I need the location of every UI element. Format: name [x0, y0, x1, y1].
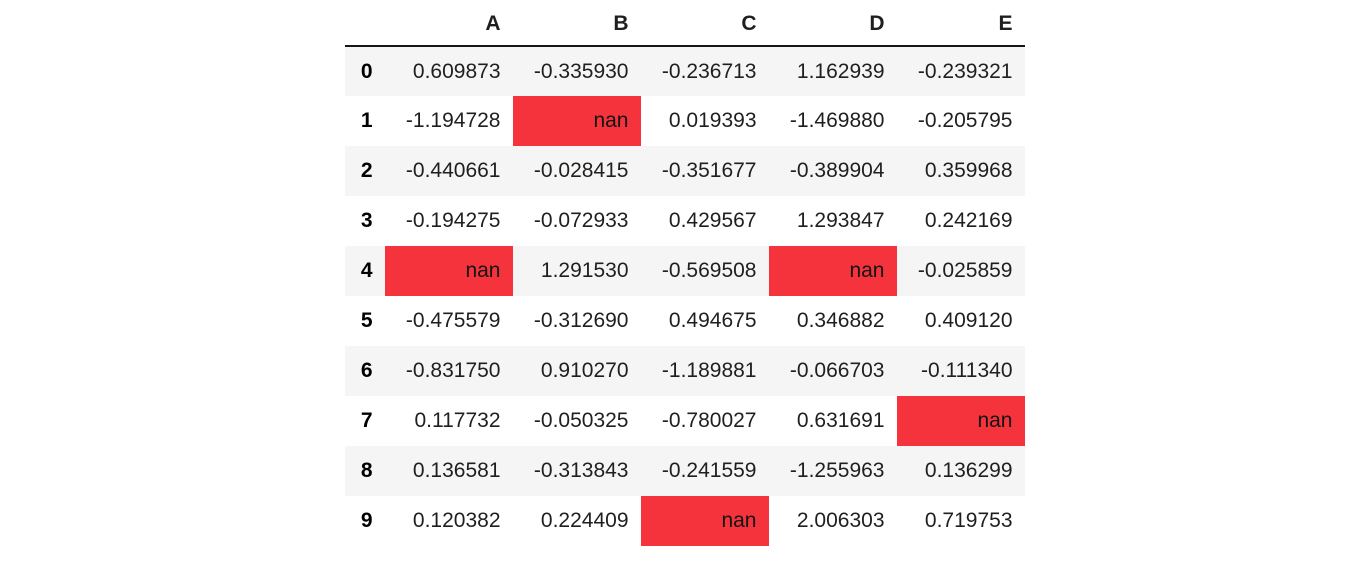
cell-A1: -1.194728 [405, 109, 501, 132]
cell-B8: -0.313843 [533, 459, 629, 482]
cell-A2: -0.440661 [405, 159, 501, 182]
column-header-B: B [512, 6, 641, 47]
cell-D0: 1.162939 [796, 59, 885, 83]
cell-D8: -1.255963 [789, 459, 885, 482]
cell-C5: 0.494675 [668, 309, 757, 332]
cell-C1: 0.019393 [668, 109, 757, 132]
cell-C7: -0.780027 [661, 409, 757, 432]
dataframe-table: A B C D E 0 0.609873 -0.335930 -0.236713 1.1… [344, 6, 1025, 546]
cell-E0: -0.239321 [917, 59, 1013, 83]
row-index-9: 9 [360, 509, 373, 532]
row-index-5: 5 [360, 309, 373, 332]
cell-D5: 0.346882 [796, 309, 885, 332]
cell-E8: 0.136299 [924, 459, 1013, 482]
table-row: 3 -0.194275 -0.072933 0.429567 1.293847 0.242… [345, 196, 1025, 246]
row-index-4: 4 [360, 259, 373, 282]
cell-B9: 0.224409 [540, 509, 629, 532]
row-index-3: 3 [360, 209, 373, 232]
cell-E9: 0.719753 [924, 509, 1013, 532]
cell-B6: 0.910270 [540, 359, 629, 382]
column-header-E: E [896, 6, 1025, 47]
cell-A0: 0.609873 [412, 59, 501, 83]
cell-A3: -0.194275 [405, 209, 501, 232]
cell-B5: -0.312690 [533, 309, 629, 332]
cell-A5: -0.475579 [405, 309, 501, 332]
table-body: 0 0.609873 -0.335930 -0.236713 1.162939 -0.23… [344, 46, 1025, 546]
cell-B4: 1.291530 [540, 259, 629, 282]
cell-E7: nan [896, 396, 1025, 446]
cell-C2: -0.351677 [661, 159, 757, 182]
cell-B7: -0.050325 [533, 409, 629, 432]
cell-A6: -0.831750 [405, 359, 501, 382]
cell-E2: 0.359968 [924, 159, 1013, 182]
table-row: 4 nan 1.291530 -0.569508 nan -0.025859 [344, 246, 1025, 296]
cell-E1: -0.205795 [917, 109, 1013, 132]
table-row: 7 0.117732 -0.050325 -0.780027 0.631691 nan [345, 396, 1025, 446]
cell-B0: -0.335930 [533, 59, 629, 83]
table-row: 1 -1.194728 nan 0.019393 -1.469880 -0.205795 [345, 96, 1025, 146]
index-header [344, 6, 385, 47]
row-index-0: 0 [360, 59, 373, 83]
cell-A9: 0.120382 [412, 509, 501, 532]
cell-C6: -1.189881 [661, 359, 757, 382]
row-index-1: 1 [360, 109, 373, 132]
table-row: 5 -0.475579 -0.312690 0.494675 0.346882 0.409… [345, 296, 1025, 346]
cell-A4: nan [384, 246, 513, 296]
cell-D1: -1.469880 [789, 109, 885, 132]
cell-A8: 0.136581 [412, 459, 501, 482]
table-row: 9 0.120382 0.224409 nan 2.006303 0.719753 [345, 496, 1025, 546]
cell-D7: 0.631691 [796, 409, 885, 432]
cell-D3: 1.293847 [796, 209, 885, 232]
table-row: 6 -0.831750 0.910270 -1.189881 -0.066703 -0.1… [344, 346, 1025, 396]
column-header-A: A [384, 6, 513, 47]
cell-A7: 0.117732 [414, 409, 501, 432]
cell-C3: 0.429567 [668, 209, 757, 232]
cell-B2: -0.028415 [533, 159, 629, 182]
cell-C4: -0.569508 [661, 259, 757, 282]
cell-E6: -0.111340 [921, 359, 1013, 382]
cell-E5: 0.409120 [924, 309, 1013, 332]
table-row: 2 -0.440661 -0.028415 -0.351677 -0.389904 0.3… [344, 146, 1025, 196]
cell-C8: -0.241559 [661, 459, 757, 482]
column-header-C: C [640, 6, 769, 47]
cell-C9: nan [640, 496, 769, 546]
cell-C0: -0.236713 [661, 59, 757, 83]
table-row: 0 0.609873 -0.335930 -0.236713 1.162939 -0.23… [344, 46, 1025, 96]
row-index-8: 8 [360, 459, 373, 482]
table-row: 8 0.136581 -0.313843 -0.241559 -1.255963 0.13… [344, 446, 1025, 496]
cell-B3: -0.072933 [533, 209, 629, 232]
cell-B1: nan [512, 96, 641, 146]
header-row: A B C D E [344, 6, 1025, 47]
cell-D6: -0.066703 [789, 359, 885, 382]
cell-D2: -0.389904 [789, 159, 885, 182]
column-header-D: D [768, 6, 897, 47]
cell-E3: 0.242169 [924, 209, 1013, 232]
cell-E4: -0.025859 [917, 259, 1013, 282]
cell-D4: nan [768, 246, 897, 296]
row-index-7: 7 [360, 409, 373, 432]
row-index-6: 6 [360, 359, 373, 382]
row-index-2: 2 [360, 159, 373, 182]
cell-D9: 2.006303 [796, 509, 885, 532]
